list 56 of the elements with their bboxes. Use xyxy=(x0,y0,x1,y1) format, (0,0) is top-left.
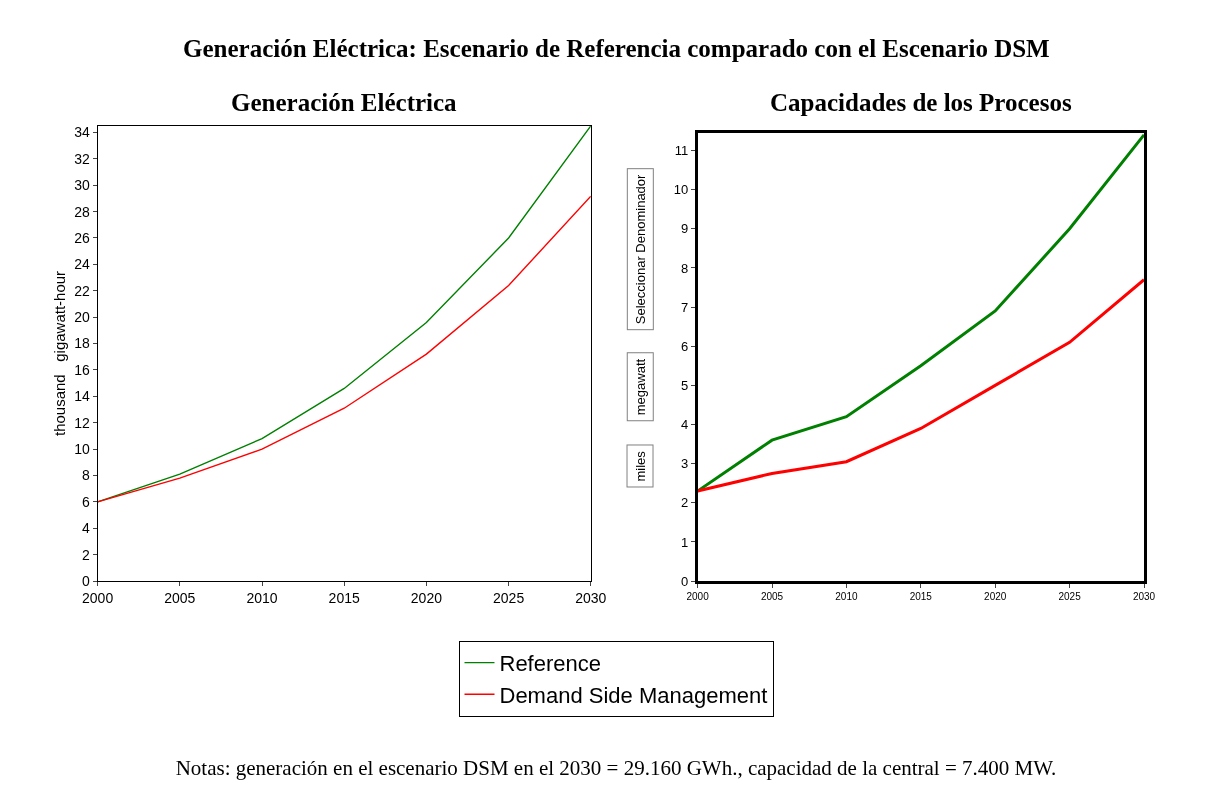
y-tick-label: 16 xyxy=(74,361,91,378)
legend-label: Demand Side Management xyxy=(499,682,768,708)
y-tick-label: 4 xyxy=(681,417,689,433)
y-tick-label: 10 xyxy=(74,441,91,458)
text: miles xyxy=(632,450,648,482)
x-tick-label: 2030 xyxy=(575,589,607,606)
text: Seleccionar Denominador xyxy=(632,173,648,325)
y-axis-title: thousand gigawatt-hour xyxy=(51,270,69,437)
x-tick-label: 2005 xyxy=(164,589,196,606)
text: Notas: generación en el escenario DSM en el 2030 = 29.160 GWh., capacidad de la central = 7.400 MW. xyxy=(175,756,1057,780)
y-tick-label: 12 xyxy=(74,414,91,431)
y-tick-label: 2 xyxy=(82,546,90,563)
x-tick-label: 2025 xyxy=(493,589,525,606)
x-tick-label: 2030 xyxy=(1132,590,1156,602)
line-series xyxy=(97,195,591,503)
y-tick-label: 10 xyxy=(673,182,689,198)
y-tick-label: 14 xyxy=(74,388,91,405)
y-tick-label: 1 xyxy=(681,534,689,550)
x-tick-label: 2010 xyxy=(246,589,278,606)
y-tick-label: 0 xyxy=(681,573,689,589)
y-tick-label: 24 xyxy=(74,256,91,273)
y-tick-label: 5 xyxy=(681,377,689,393)
y-tick-label: 32 xyxy=(74,150,91,167)
y-tick-label: 6 xyxy=(82,493,90,510)
x-tick-label: 2020 xyxy=(984,590,1007,602)
line-series xyxy=(697,278,1144,493)
y-tick-label: 34 xyxy=(74,124,91,141)
y-tick-label: 2 xyxy=(681,495,689,511)
text: megawatt xyxy=(632,358,648,416)
text: Generación Eléctrica: Escenario de Referencia comparado con el Escenario DSM xyxy=(183,35,1050,62)
y-tick-label: 6 xyxy=(681,338,689,354)
x-tick-label: 2020 xyxy=(410,589,443,606)
y-tick-label: 20 xyxy=(74,309,91,326)
y-tick-label: 18 xyxy=(74,335,91,352)
chart-title: Capacidades de los Procesos xyxy=(770,89,1072,116)
x-tick-label: 2015 xyxy=(328,589,360,606)
y-tick-label: 7 xyxy=(681,299,689,315)
y-tick-label: 0 xyxy=(82,573,90,590)
y-tick-label: 28 xyxy=(74,203,91,220)
x-tick-label: 2015 xyxy=(909,590,933,602)
x-tick-label: 2005 xyxy=(760,590,784,602)
y-tick-label: 8 xyxy=(82,467,90,484)
legend-label: Reference xyxy=(499,651,602,677)
x-tick-label: 2000 xyxy=(82,589,114,606)
y-tick-label: 3 xyxy=(681,456,689,472)
x-tick-label: 2025 xyxy=(1058,590,1082,602)
y-tick-label: 30 xyxy=(74,177,91,194)
chart-title: Generación Eléctrica xyxy=(231,89,458,116)
y-tick-label: 4 xyxy=(82,520,90,537)
y-tick-label: 26 xyxy=(74,229,91,246)
y-tick-label: 22 xyxy=(74,282,91,299)
y-tick-label: 11 xyxy=(674,143,689,159)
x-tick-label: 2010 xyxy=(835,590,858,602)
x-tick-label: 2000 xyxy=(686,590,710,602)
y-tick-label: 9 xyxy=(681,221,689,237)
y-tick-label: 8 xyxy=(681,260,689,276)
